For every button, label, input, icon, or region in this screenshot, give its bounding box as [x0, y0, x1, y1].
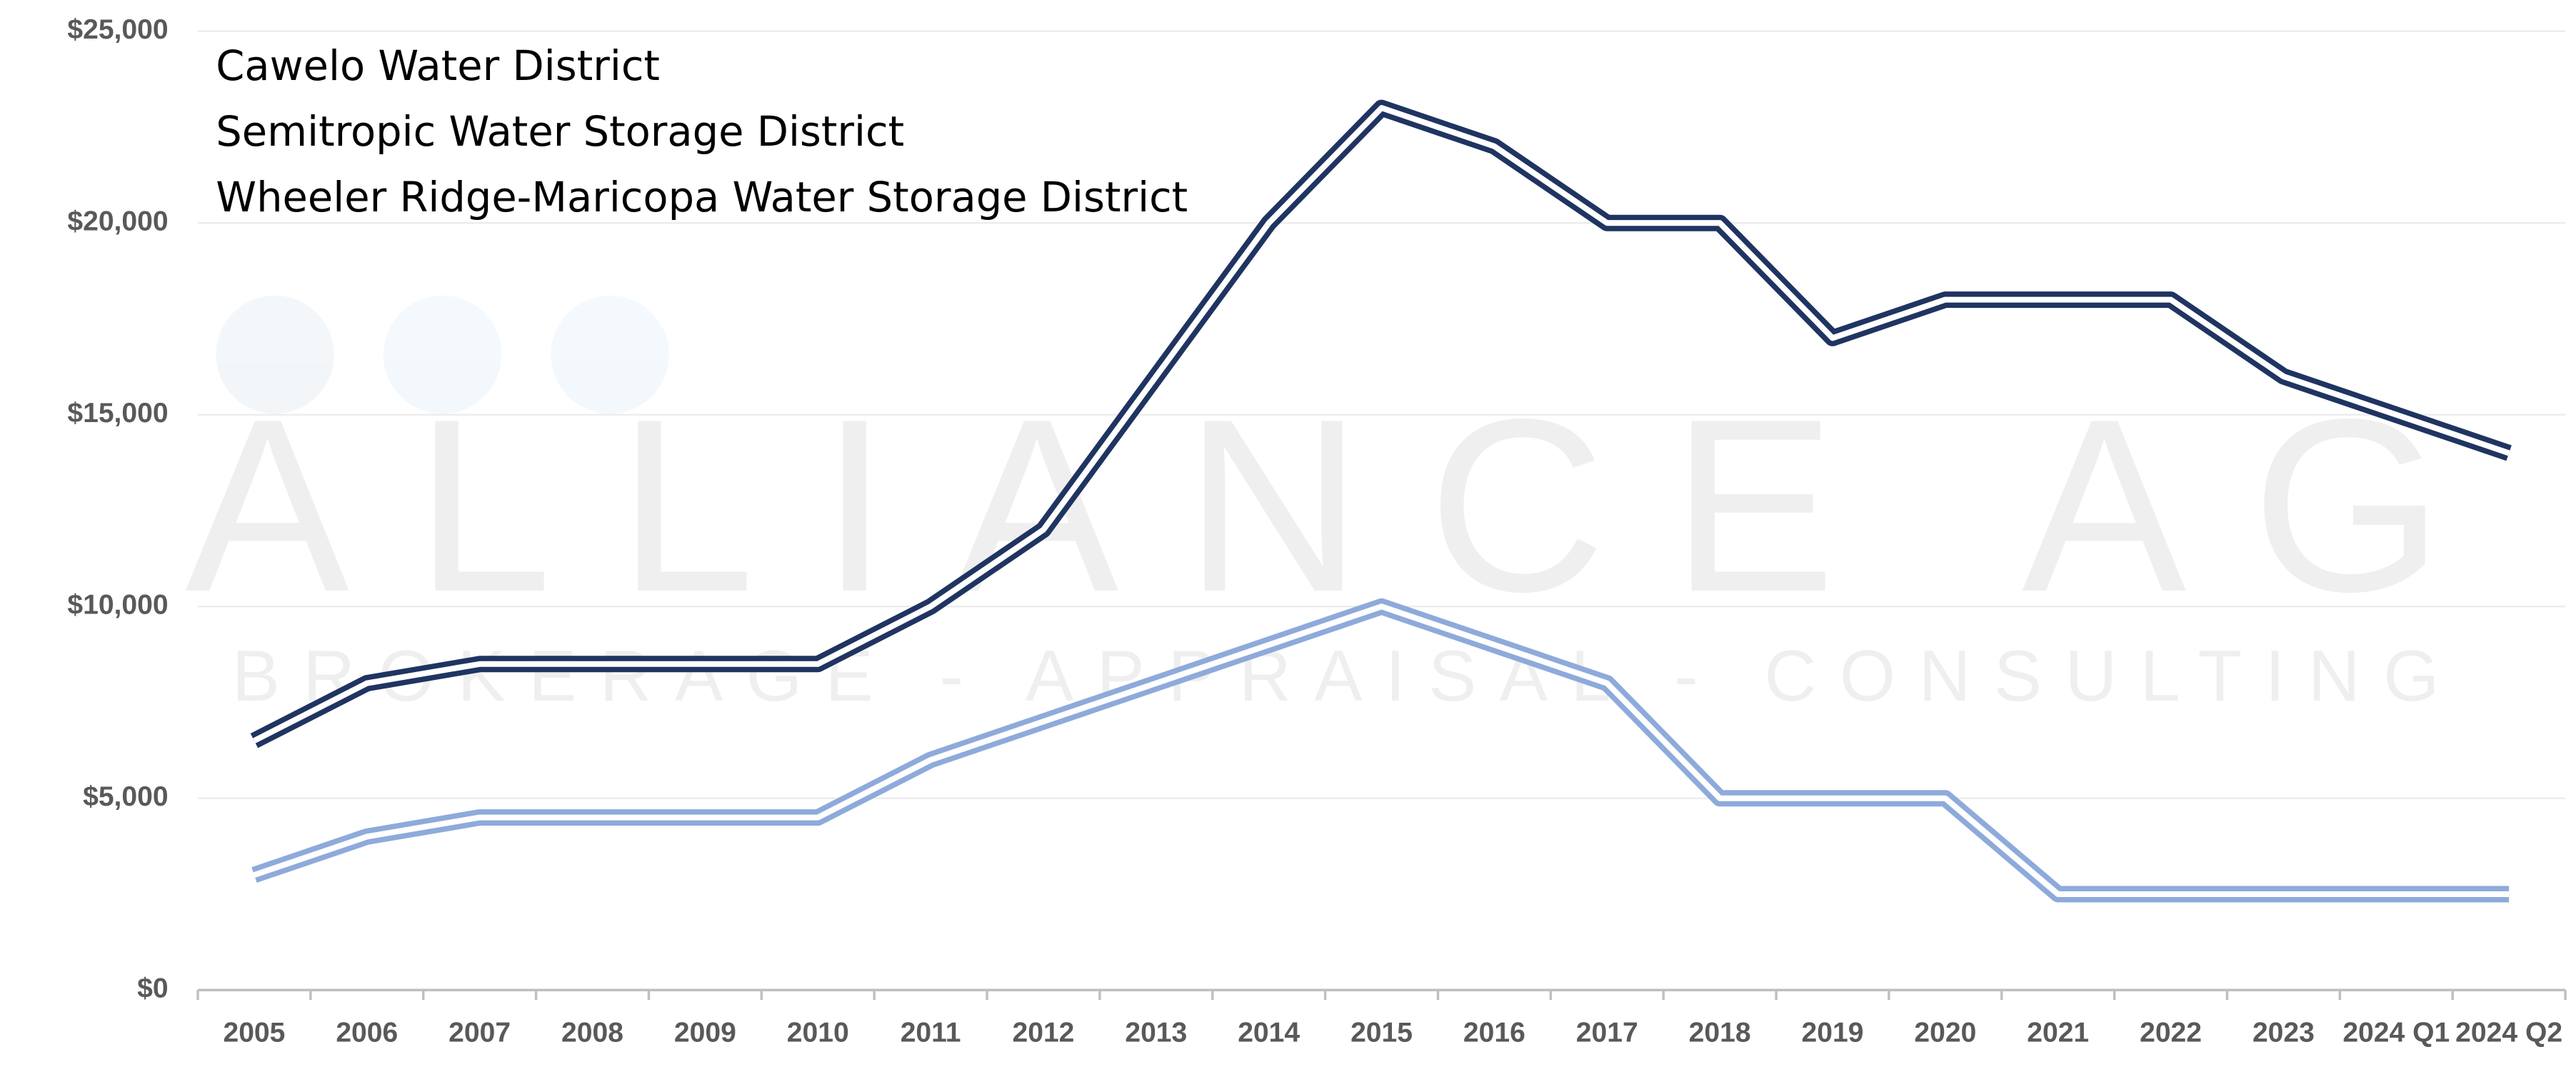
y-tick-label: $0	[137, 973, 168, 1004]
x-tick-label: 2014	[1238, 1018, 1300, 1048]
series-line-inner	[253, 105, 2510, 743]
x-tick-label: 2007	[448, 1018, 511, 1048]
x-tick-label: 2013	[1125, 1018, 1187, 1048]
x-tick-label: 2022	[2140, 1018, 2202, 1048]
x-tick-label: 2023	[2252, 1018, 2315, 1048]
x-tick-label: 2024 Q2	[2455, 1018, 2562, 1048]
series-line-inner	[253, 603, 2510, 898]
x-tick-label: 2016	[1463, 1018, 1525, 1048]
y-tick-label: $20,000	[67, 206, 168, 237]
x-tick-label: 2021	[2027, 1018, 2089, 1048]
x-tick-label: 2017	[1576, 1018, 1638, 1048]
x-tick-label: 2019	[1802, 1018, 1864, 1048]
watermark-text: ALLIANCE AG	[185, 369, 2509, 643]
x-tick-label: 2006	[336, 1018, 398, 1048]
annotation: Cawelo Water District	[216, 42, 660, 90]
x-tick-label: 2015	[1350, 1018, 1413, 1048]
y-tick-label: $5,000	[83, 781, 169, 812]
x-tick-label: 2005	[223, 1018, 285, 1048]
watermark-dot	[551, 295, 669, 414]
x-tick-label: 2008	[561, 1018, 623, 1048]
watermark-text: BROKERAGE - APPRAISAL - CONSULTING	[232, 636, 2462, 716]
x-tick-label: 2018	[1689, 1018, 1751, 1048]
x-tick-label: 2012	[1012, 1018, 1074, 1048]
watermark: ALLIANCE AG BROKERAGE - APPRAISAL - CONS…	[185, 295, 2509, 716]
x-tick-label: 2009	[674, 1018, 736, 1048]
y-tick-label: $15,000	[67, 398, 168, 429]
watermark-dot	[216, 295, 334, 414]
x-tick-label: 2010	[787, 1018, 849, 1048]
x-tick-label: 2011	[901, 1018, 961, 1048]
x-tick-label: 2024 Q1	[2342, 1018, 2450, 1048]
y-tick-label: $10,000	[67, 590, 168, 621]
watermark-dot	[383, 295, 502, 414]
y-tick-label: $25,000	[67, 14, 168, 45]
annotation: Semitropic Water Storage District	[216, 108, 904, 156]
annotation: Wheeler Ridge-Maricopa Water Storage Dis…	[216, 174, 1188, 221]
x-tick-label: 2020	[1914, 1018, 1976, 1048]
